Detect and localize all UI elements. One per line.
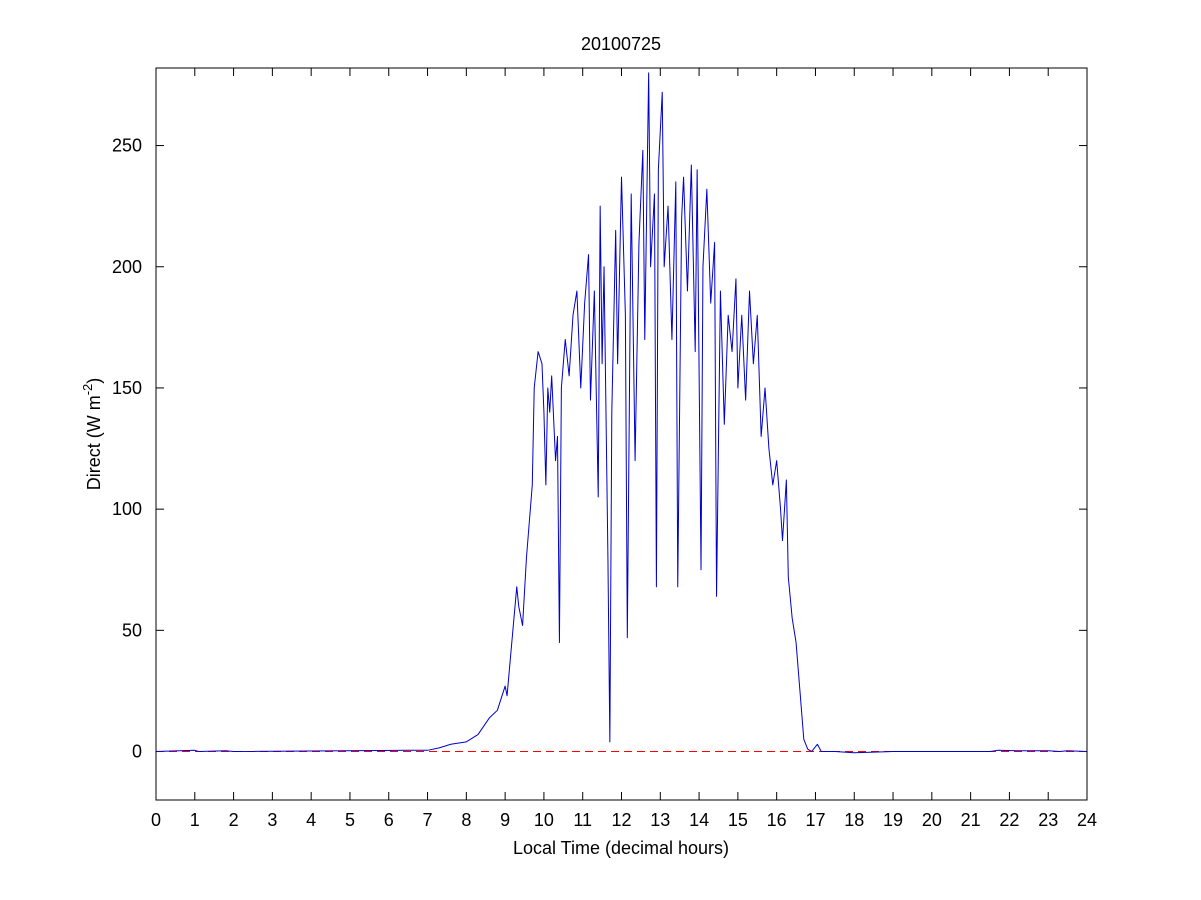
x-tick-label: 1 (190, 810, 200, 830)
x-tick-label: 15 (728, 810, 748, 830)
y-tick-label: 250 (112, 136, 142, 156)
x-axis-label: Local Time (decimal hours) (513, 838, 729, 858)
y-tick-label: 50 (122, 620, 142, 640)
x-tick-label: 18 (844, 810, 864, 830)
x-tick-label: 24 (1077, 810, 1097, 830)
y-tick-label: 150 (112, 378, 142, 398)
x-tick-label: 8 (461, 810, 471, 830)
x-tick-label: 5 (345, 810, 355, 830)
x-tick-label: 2 (229, 810, 239, 830)
x-tick-label: 22 (999, 810, 1019, 830)
y-label-part: ) (84, 378, 104, 384)
axes-box (155, 67, 1088, 801)
x-tick-label: 14 (689, 810, 709, 830)
x-tick-label: 7 (423, 810, 433, 830)
y-label-part: Direct (W m (84, 395, 104, 490)
x-tick-label: 21 (961, 810, 981, 830)
x-tick-label: 11 (573, 810, 592, 830)
x-tick-label: 12 (611, 810, 631, 830)
y-label-sup: -2 (80, 384, 95, 396)
x-tick-label: 17 (805, 810, 825, 830)
x-tick-label: 4 (306, 810, 316, 830)
x-tick-label: 6 (384, 810, 394, 830)
x-tick-label: 10 (534, 810, 554, 830)
x-tick-label: 23 (1038, 810, 1058, 830)
x-tick-label: 20 (922, 810, 942, 830)
x-tick-label: 13 (650, 810, 670, 830)
x-tick-label: 16 (767, 810, 787, 830)
y-tick-label: 100 (112, 499, 142, 519)
y-axis-label: Direct (W m-2) (80, 378, 104, 491)
y-tick-label: 0 (132, 742, 142, 762)
x-tick-label: 0 (151, 810, 161, 830)
chart-title: 20100725 (581, 34, 661, 54)
x-tick-label: 3 (267, 810, 277, 830)
x-tick-label: 19 (883, 810, 903, 830)
data-line (155, 72, 1088, 754)
y-tick-label: 200 (112, 257, 142, 277)
x-tick-label: 9 (500, 810, 510, 830)
